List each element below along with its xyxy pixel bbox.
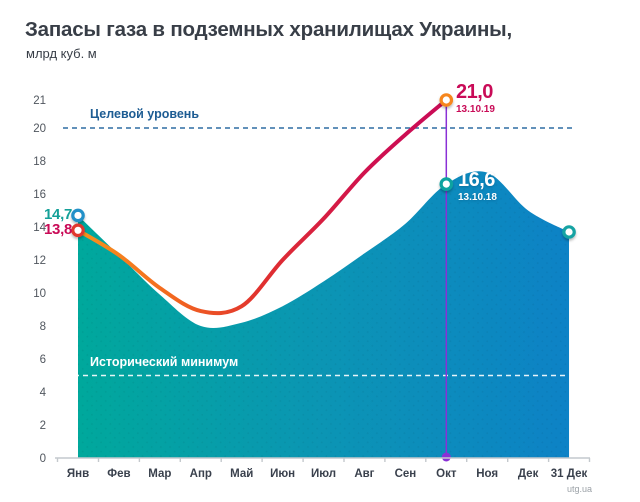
x-tick-label: Май bbox=[230, 468, 253, 480]
october-axis-dot bbox=[441, 452, 451, 462]
x-axis bbox=[55, 457, 591, 462]
x-tick-label: Янв bbox=[67, 468, 89, 480]
annotation-2018-oct: 16,6 13.10.18 bbox=[458, 170, 497, 203]
y-tick-label: 21 bbox=[33, 95, 46, 107]
x-tick-label: Мар bbox=[148, 468, 171, 480]
marker-2019-oct-peak bbox=[439, 93, 454, 107]
y-tick-label: 8 bbox=[40, 321, 46, 333]
line-2019 bbox=[76, 98, 449, 316]
y-tick-label: 2 bbox=[40, 420, 46, 432]
annotation-2019-date: 13.10.19 bbox=[456, 104, 495, 115]
marker-2018-jan bbox=[71, 208, 85, 223]
y-tick-label: 10 bbox=[33, 288, 46, 300]
chart-title: Запасы газа в подземных хранилищах Украи… bbox=[25, 18, 512, 41]
x-tick-label: Дек bbox=[518, 468, 539, 480]
y-tick-label: 16 bbox=[33, 189, 46, 201]
marker-2018-oct bbox=[439, 177, 454, 191]
x-tick-label: Апр bbox=[190, 468, 212, 480]
target-level-label: Целевой уровень bbox=[90, 107, 200, 121]
x-tick-label: Фев bbox=[107, 468, 130, 480]
marker-2019-jan bbox=[71, 223, 85, 238]
y-tick-label: 18 bbox=[33, 156, 46, 168]
storage-area-pattern bbox=[78, 171, 570, 458]
marker-2018-dec31 bbox=[562, 225, 576, 239]
x-tick-label: Авг bbox=[354, 468, 374, 480]
x-tick-label: Сен bbox=[395, 468, 417, 480]
annotation-2018-date: 13.10.18 bbox=[458, 192, 497, 203]
x-tick-label: Окт bbox=[436, 468, 457, 480]
y-tick-label: 6 bbox=[40, 354, 46, 366]
annotation-2019-peak: 21,0 13.10.19 bbox=[456, 82, 495, 115]
y-tick-label: 0 bbox=[40, 453, 46, 465]
y-tick-label: 4 bbox=[40, 387, 47, 399]
x-tick-label: Ноя bbox=[476, 468, 498, 480]
historical-minimum-label: Исторический минимум bbox=[90, 355, 239, 369]
annotation-2018-value: 16,6 bbox=[458, 169, 495, 191]
y-tick-label: 14 bbox=[33, 222, 46, 234]
value-label-2018-jan: 14,7 bbox=[44, 206, 72, 223]
annotation-2019-value: 21,0 bbox=[456, 81, 493, 103]
y-tick-label: 20 bbox=[33, 123, 46, 135]
watermark: utg.ua bbox=[566, 484, 592, 494]
chart-unit-label: млрд куб. м bbox=[26, 46, 97, 61]
x-tick-label: Июл bbox=[311, 468, 336, 480]
x-tick-label: Июн bbox=[270, 468, 295, 480]
value-label-2019-jan: 13,8 bbox=[44, 221, 72, 238]
x-tick-label: 31 Дек bbox=[551, 468, 588, 480]
y-tick-label: 12 bbox=[33, 255, 46, 267]
